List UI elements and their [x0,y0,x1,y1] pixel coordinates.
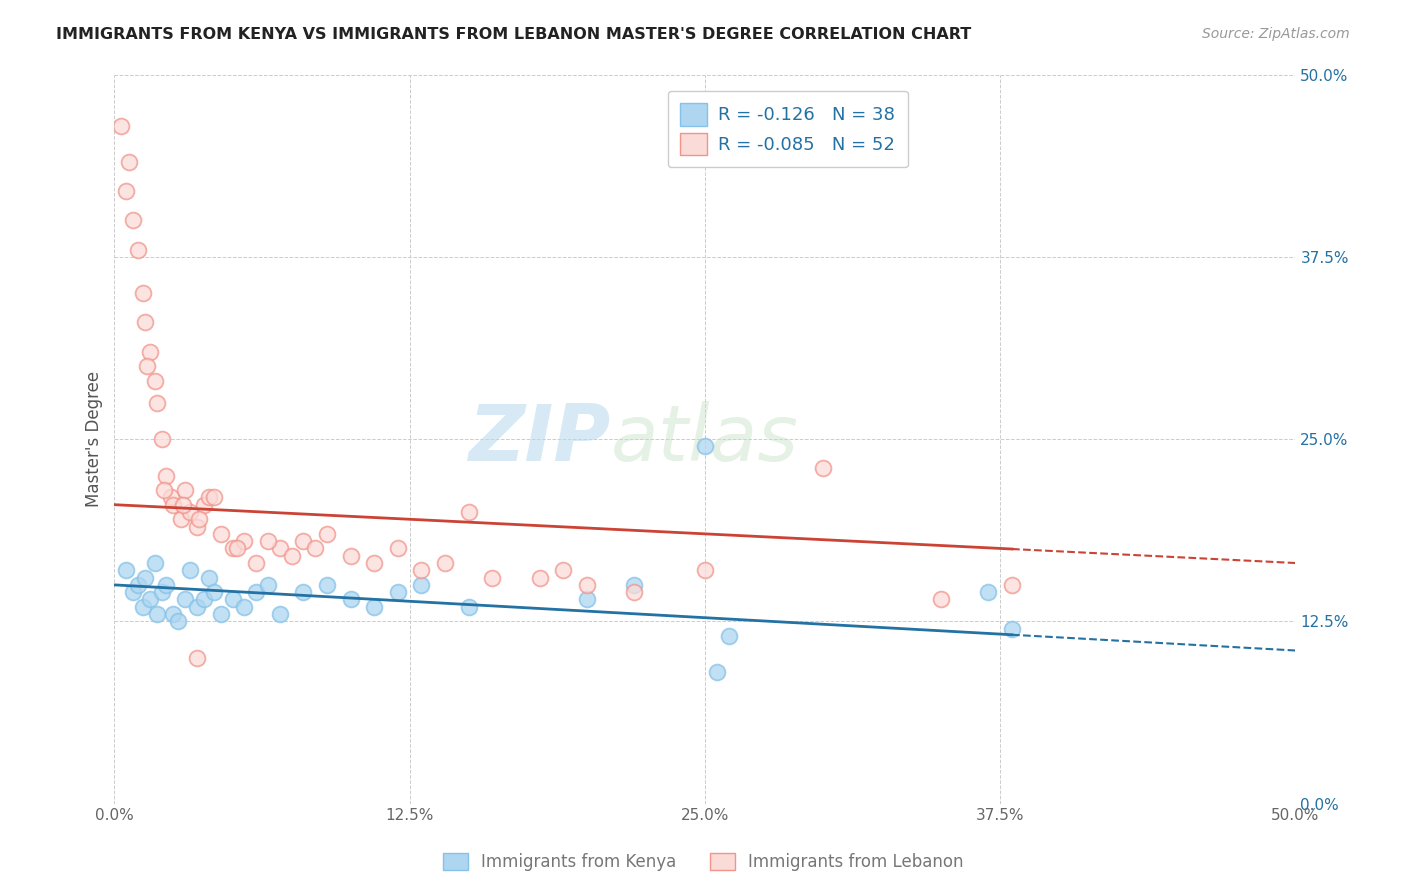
Point [387,585,409,599]
Point [186,599,208,614]
Text: atlas: atlas [610,401,799,477]
Point [146,607,169,621]
Point [457,599,479,614]
Point [257,534,280,549]
Point [155,578,177,592]
Point [134,571,156,585]
Point [127,243,149,257]
Point [233,534,256,549]
Point [117,155,139,169]
Point [115,184,138,198]
Point [132,599,155,614]
Point [193,498,215,512]
Point [316,578,339,592]
Point [132,286,155,301]
Point [146,395,169,409]
Point [226,541,249,556]
Point [387,541,409,556]
Point [233,599,256,614]
Point [575,578,598,592]
Point [169,512,191,526]
Point [174,483,197,497]
Point [245,585,267,599]
Point [411,563,433,577]
Point [693,439,716,453]
Legend: Immigrants from Kenya, Immigrants from Lebanon: Immigrants from Kenya, Immigrants from L… [434,845,972,880]
Point [929,592,952,607]
Point [529,571,551,585]
Point [202,491,225,505]
Point [143,556,166,570]
Point [136,359,159,373]
Point [179,505,201,519]
Point [457,505,479,519]
Point [977,585,1000,599]
Point [172,498,194,512]
Text: IMMIGRANTS FROM KENYA VS IMMIGRANTS FROM LEBANON MASTER'S DEGREE CORRELATION CHA: IMMIGRANTS FROM KENYA VS IMMIGRANTS FROM… [56,27,972,42]
Point [139,344,162,359]
Point [269,541,291,556]
Point [150,585,173,599]
Point [115,563,138,577]
Point [153,483,176,497]
Point [202,585,225,599]
Point [363,556,385,570]
Point [575,592,598,607]
Point [193,592,215,607]
Point [339,549,361,563]
Point [134,315,156,329]
Point [363,599,385,614]
Point [122,585,145,599]
Y-axis label: Master's Degree: Master's Degree [86,371,103,508]
Point [269,607,291,621]
Point [127,578,149,592]
Point [623,578,645,592]
Point [811,461,834,475]
Point [481,571,503,585]
Point [1001,578,1024,592]
Point [186,519,208,533]
Point [1001,622,1024,636]
Point [209,607,232,621]
Point [245,556,267,570]
Point [198,491,221,505]
Point [304,541,326,556]
Point [155,468,177,483]
Point [339,592,361,607]
Point [122,213,145,227]
Point [198,571,221,585]
Point [693,563,716,577]
Point [257,578,280,592]
Point [221,592,243,607]
Point [188,512,211,526]
Point [623,585,645,599]
Point [221,541,243,556]
Point [706,665,728,680]
Legend: R = -0.126   N = 38, R = -0.085   N = 52: R = -0.126 N = 38, R = -0.085 N = 52 [668,91,908,168]
Point [292,585,315,599]
Point [162,498,184,512]
Point [280,549,302,563]
Text: ZIP: ZIP [468,401,610,477]
Point [411,578,433,592]
Point [167,615,190,629]
Point [179,563,201,577]
Point [316,526,339,541]
Point [717,629,740,643]
Point [143,374,166,388]
Point [162,607,184,621]
Point [209,526,232,541]
Point [434,556,457,570]
Point [186,650,208,665]
Point [110,119,132,133]
Point [174,592,197,607]
Point [292,534,315,549]
Point [553,563,575,577]
Point [139,592,162,607]
Text: Source: ZipAtlas.com: Source: ZipAtlas.com [1202,27,1350,41]
Point [150,432,173,446]
Point [160,491,183,505]
